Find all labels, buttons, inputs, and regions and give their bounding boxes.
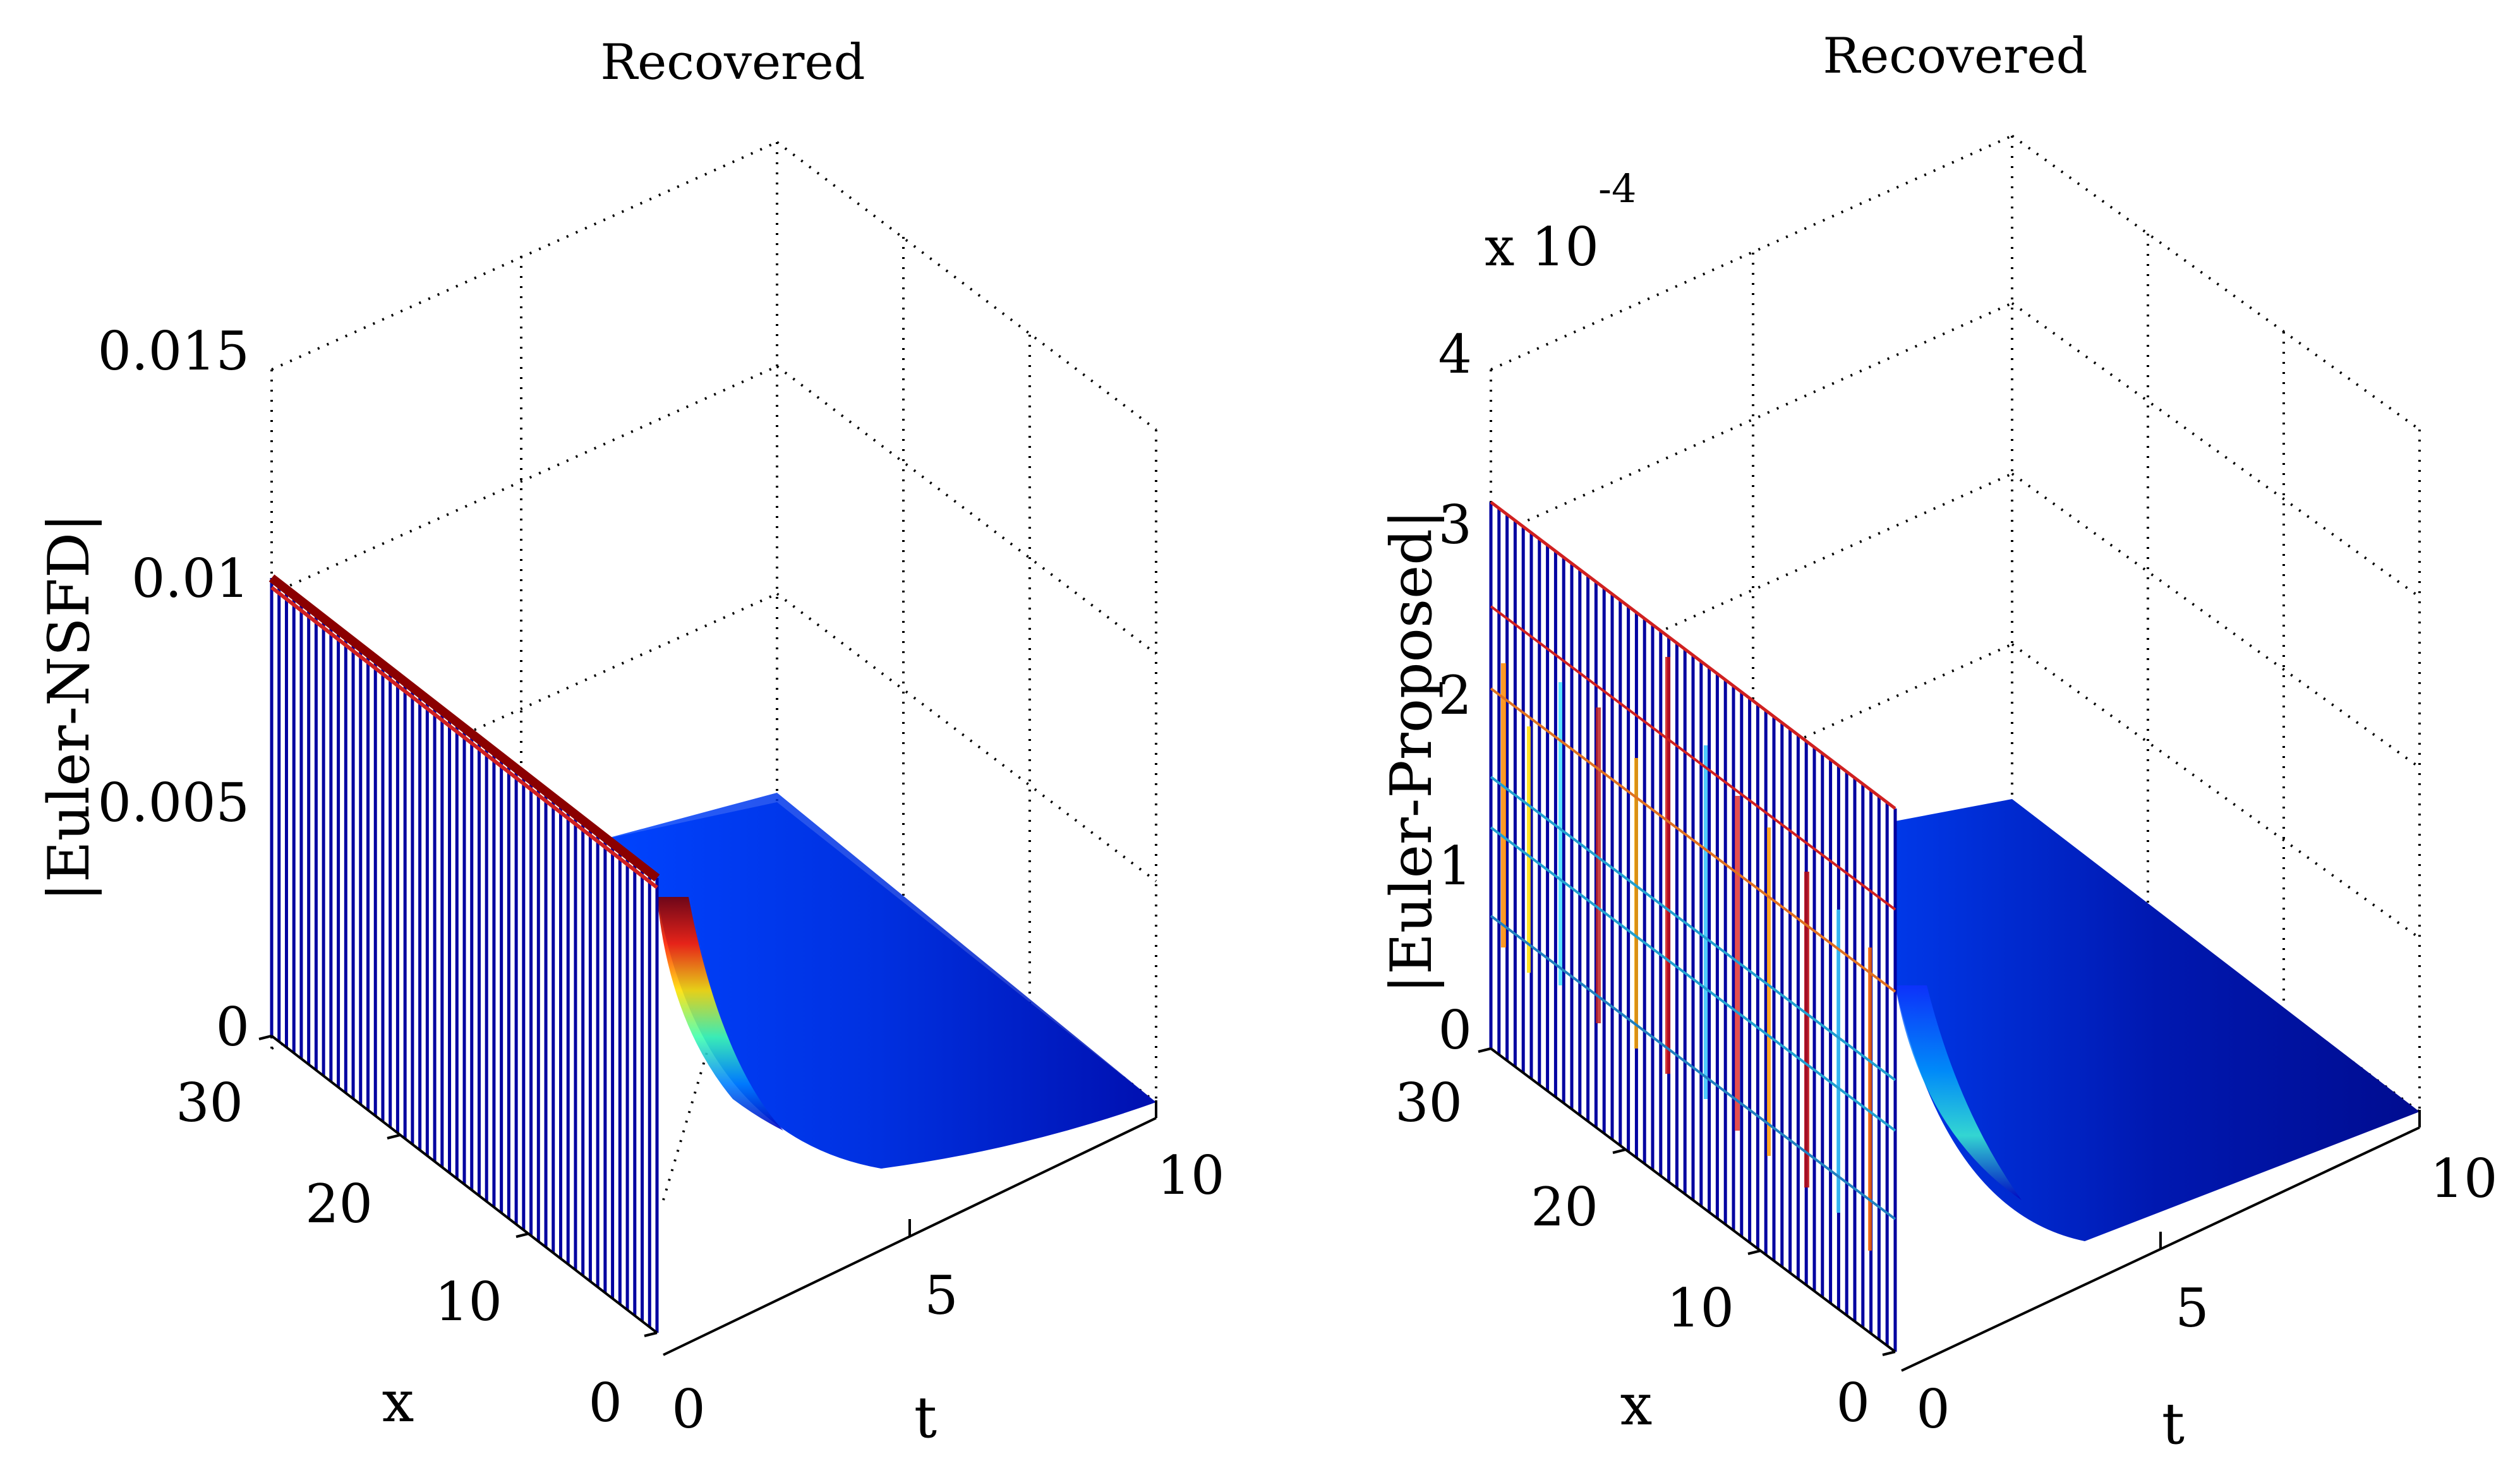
panel-right: Recovered x 10 -4	[1378, 28, 2497, 1457]
panel-right-front-wall	[1489, 501, 1897, 1352]
t-tick: 0	[1916, 1378, 1950, 1440]
panel-right-t-ticks: 0 5 10	[1916, 1148, 2497, 1440]
panel-left-surface	[600, 793, 1156, 1169]
panel-right-t-label: t	[2162, 1391, 2185, 1457]
z-tick: 3	[1438, 494, 1472, 556]
x-tick: 10	[1667, 1277, 1734, 1339]
panel-left-wall-lines	[270, 578, 659, 1333]
z-tick: 2	[1438, 664, 1472, 726]
t-tick: 5	[924, 1265, 958, 1326]
panel-left-x-ticks: 0 10 20 30	[176, 1072, 622, 1434]
z-tick: 0	[216, 996, 250, 1058]
panel-left-title: Recovered	[600, 34, 865, 91]
panel-right-z-ticks: 0 1 2 3 4	[1438, 323, 1472, 1061]
panel-left: Recovered	[36, 34, 1224, 1451]
panel-left-t-ticks: 0 5 10	[672, 1145, 1224, 1440]
x-tick: 20	[1531, 1176, 1598, 1238]
panel-left-front-wall	[268, 574, 660, 1333]
panel-right-surface	[1895, 799, 2420, 1241]
x-tick: 30	[1395, 1072, 1462, 1134]
z-tick: 0	[1438, 999, 1472, 1061]
panel-left-x-label: x	[382, 1369, 414, 1435]
z-tick: 0.005	[98, 772, 250, 834]
x-tick: 10	[435, 1271, 502, 1333]
x-tick: 0	[589, 1372, 622, 1434]
x-tick: 30	[176, 1072, 243, 1134]
z-tick: 1	[1438, 835, 1472, 897]
panel-right-x-ticks: 0 10 20 30	[1395, 1072, 1870, 1434]
exponent-label: x 10	[1485, 216, 1599, 278]
panel-right-x-label: x	[1620, 1372, 1653, 1438]
z-tick: 4	[1438, 323, 1472, 385]
panel-left-z-ticks: 0 0.005 0.01 0.015	[98, 320, 250, 1058]
panel-right-axes	[1478, 1047, 2421, 1372]
z-tick: 0.015	[98, 320, 250, 382]
panel-right-title: Recovered	[1823, 28, 2087, 85]
panel-left-z-label: |Euler-NSFD|	[36, 514, 102, 902]
exponent-power: -4	[1598, 165, 1636, 212]
t-tick: 5	[2175, 1277, 2209, 1339]
panel-right-exponent: x 10 -4	[1485, 165, 1636, 278]
t-tick: 0	[672, 1378, 705, 1440]
z-tick: 0.01	[131, 548, 250, 610]
t-tick: 10	[2430, 1148, 2498, 1210]
panel-left-t-label: t	[914, 1385, 937, 1451]
x-tick: 0	[1836, 1372, 1870, 1434]
x-tick: 20	[305, 1173, 373, 1235]
panel-right-z-label: |Euler-Proposed|	[1378, 510, 1445, 994]
t-tick: 10	[1157, 1145, 1225, 1206]
panel-left-axes	[258, 1035, 1157, 1356]
